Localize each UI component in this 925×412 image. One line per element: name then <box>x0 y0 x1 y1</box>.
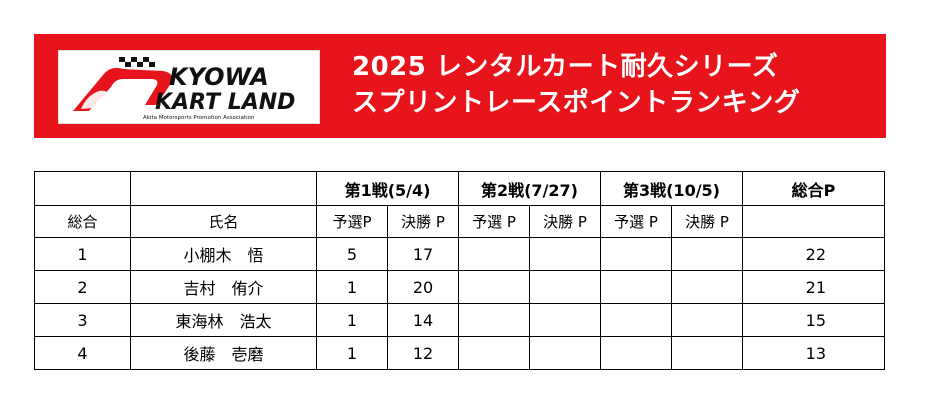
table-header-row-sub: 総合 氏名 予選P 決勝 P 予選 P 決勝 P 予選 P 決勝 P <box>34 205 885 238</box>
name-cell: 東海林 浩太 <box>130 303 317 337</box>
header-empty-name <box>130 171 317 206</box>
r1-qualifying-cell: 5 <box>316 237 388 271</box>
r2-qualifying-cell <box>458 237 530 271</box>
total-cell: 22 <box>742 237 885 271</box>
kyowa-kart-land-logo: KYOWA KART LAND Akita Motorsports Promot… <box>58 50 320 124</box>
r2-qualifying-cell <box>458 270 530 304</box>
table-header-row-rounds: 第1戦(5/4) 第2戦(7/27) 第3戦(10/5) 総合P <box>34 171 885 206</box>
round2-header: 第2戦(7/27) <box>458 171 601 206</box>
total-cell: 15 <box>742 303 885 337</box>
col-name-header: 氏名 <box>130 205 317 238</box>
name-cell: 吉村 侑介 <box>130 270 317 304</box>
ranking-table: 第1戦(5/4) 第2戦(7/27) 第3戦(10/5) 総合P 総合 氏名 予… <box>34 171 885 370</box>
round2-final-header: 決勝 P <box>529 205 601 238</box>
r1-final-cell: 12 <box>387 336 459 370</box>
total-cell: 21 <box>742 270 885 304</box>
table-row: 2 吉村 侑介 1 20 21 <box>34 270 885 304</box>
r3-qualifying-cell <box>600 237 672 271</box>
r2-qualifying-cell <box>458 336 530 370</box>
table-row: 1 小棚木 悟 5 17 22 <box>34 237 885 271</box>
round1-qualifying-header: 予選P <box>316 205 388 238</box>
name-cell: 小棚木 悟 <box>130 237 317 271</box>
r1-final-cell: 20 <box>387 270 459 304</box>
rank-cell: 3 <box>34 303 131 337</box>
total-subheader-empty <box>742 205 885 238</box>
r2-final-cell <box>529 270 601 304</box>
r1-qualifying-cell: 1 <box>316 303 388 337</box>
round3-qualifying-header: 予選 P <box>600 205 672 238</box>
name-cell: 後藤 壱磨 <box>130 336 317 370</box>
col-rank-header: 総合 <box>34 205 131 238</box>
round2-qualifying-header: 予選 P <box>458 205 530 238</box>
round3-final-header: 決勝 P <box>671 205 743 238</box>
checkered-flag-icon <box>119 57 155 67</box>
r2-final-cell <box>529 237 601 271</box>
logo-graphic: KYOWA KART LAND Akita Motorsports Promot… <box>73 57 295 121</box>
page-title-line1: 2025 レンタルカート耐久シリーズ <box>352 52 779 82</box>
header-empty-rank <box>34 171 131 206</box>
round3-header: 第3戦(10/5) <box>600 171 743 206</box>
logo-line2: KART LAND <box>155 90 295 115</box>
r1-qualifying-cell: 1 <box>316 336 388 370</box>
round1-final-header: 決勝 P <box>387 205 459 238</box>
round1-header: 第1戦(5/4) <box>316 171 459 206</box>
r2-final-cell <box>529 303 601 337</box>
r3-final-cell <box>671 303 743 337</box>
table-row: 4 後藤 壱磨 1 12 13 <box>34 336 885 370</box>
r3-qualifying-cell <box>600 270 672 304</box>
logo-tagline: Akita Motorsports Promotion Association <box>143 115 255 121</box>
table-row: 3 東海林 浩太 1 14 15 <box>34 303 885 337</box>
total-header: 総合P <box>742 171 885 206</box>
total-cell: 13 <box>742 336 885 370</box>
page-title-line2: スプリントレースポイントランキング <box>352 88 801 118</box>
rank-cell: 4 <box>34 336 131 370</box>
r2-final-cell <box>529 336 601 370</box>
r3-qualifying-cell <box>600 303 672 337</box>
r3-final-cell <box>671 270 743 304</box>
r1-final-cell: 17 <box>387 237 459 271</box>
r2-qualifying-cell <box>458 303 530 337</box>
rank-cell: 2 <box>34 270 131 304</box>
r3-qualifying-cell <box>600 336 672 370</box>
logo-line1: KYOWA <box>169 63 269 91</box>
r1-qualifying-cell: 1 <box>316 270 388 304</box>
r3-final-cell <box>671 336 743 370</box>
r1-final-cell: 14 <box>387 303 459 337</box>
header-banner: KYOWA KART LAND Akita Motorsports Promot… <box>34 34 886 138</box>
r3-final-cell <box>671 237 743 271</box>
rank-cell: 1 <box>34 237 131 271</box>
